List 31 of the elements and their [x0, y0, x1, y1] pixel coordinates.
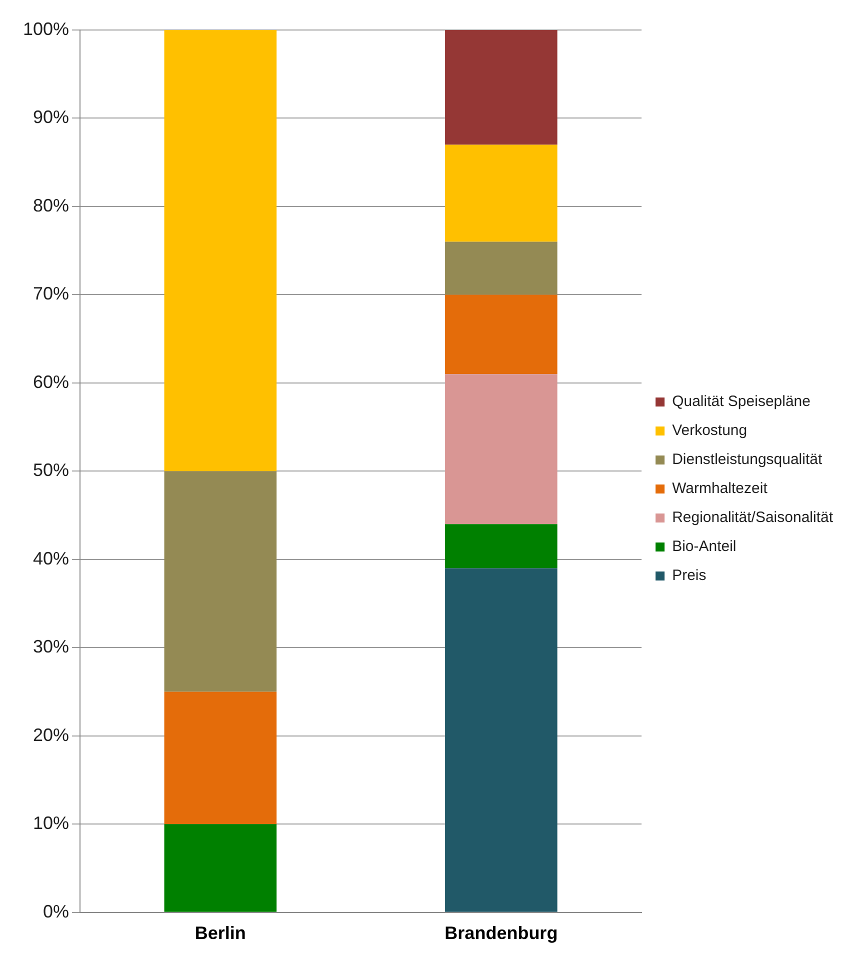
- y-tick-label: 50%: [33, 460, 70, 480]
- legend-label: Bio-Anteil: [672, 538, 736, 556]
- y-tick-label: 0%: [43, 901, 70, 922]
- legend-label: Verkostung: [672, 422, 748, 440]
- bar: [164, 30, 277, 472]
- x-tick-label: Brandenburg: [444, 923, 558, 944]
- bar: [445, 374, 558, 524]
- bar: [164, 471, 277, 692]
- legend-label: Dienstleistungsqualität: [672, 451, 823, 468]
- legend-label: Regionalität/Saisonalität: [672, 509, 834, 526]
- bar: [164, 824, 277, 912]
- y-tick-label: 30%: [33, 636, 70, 657]
- legend-label: Preis: [672, 567, 706, 584]
- bar: [445, 294, 558, 374]
- bar: [164, 692, 277, 824]
- y-tick-label: 90%: [33, 107, 70, 128]
- legend-label: Qualität Speisepläne: [672, 393, 810, 410]
- y-tick-label: 70%: [33, 284, 70, 304]
- bar: [445, 144, 558, 242]
- legend-label: Warmhaltezeit: [672, 480, 768, 498]
- y-tick-label: 80%: [33, 195, 70, 216]
- y-tick-label: 60%: [33, 372, 70, 392]
- bar: [445, 524, 558, 568]
- y-tick-label: 40%: [33, 548, 70, 568]
- y-tick-label: 20%: [33, 724, 70, 745]
- x-tick-label: Berlin: [194, 923, 246, 944]
- bar: [445, 242, 558, 295]
- bar: [445, 568, 558, 912]
- bar: [445, 30, 558, 145]
- y-tick-label: 100%: [22, 18, 70, 39]
- y-tick-label: 10%: [33, 813, 70, 834]
